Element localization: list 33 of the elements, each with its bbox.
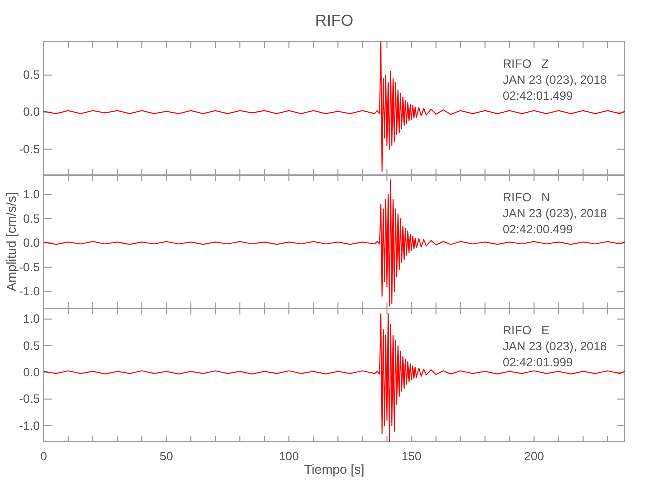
x-tick-label: 100: [279, 450, 300, 464]
y-tick-label: -0.5: [19, 392, 40, 406]
annotation: 02:42:01.999: [503, 356, 574, 370]
y-tick-label: 0.0: [23, 236, 40, 250]
annotation: 02:42:00.499: [503, 222, 574, 236]
annotation: JAN 23 (023), 2018: [503, 340, 608, 354]
y-tick-label: 1.0: [23, 312, 40, 326]
y-axis-title: Amplitud [cm/s/s]: [4, 192, 19, 292]
x-axis-title: Tiempo [s]: [304, 462, 365, 477]
line-series: [44, 314, 626, 442]
annotation: RIFO N: [503, 190, 550, 204]
annotation: RIFO E: [503, 324, 550, 338]
y-tick-label: -1.0: [19, 418, 40, 433]
annotation: RIFO Z: [503, 57, 549, 71]
y-tick-label: -0.5: [19, 142, 40, 156]
annotation: JAN 23 (023), 2018: [503, 206, 608, 220]
x-tick-label: 150: [402, 450, 422, 464]
line-series: [44, 42, 626, 172]
y-tick-label: 0.5: [23, 338, 40, 353]
chart-title: RIFO: [315, 13, 354, 30]
y-tick-label: 0.0: [23, 366, 40, 380]
y-tick-label: 0.5: [23, 212, 40, 226]
y-tick-label: 0.0: [23, 105, 40, 120]
x-tick-label: 50: [160, 450, 174, 464]
y-tick-label: 0.5: [23, 68, 40, 82]
y-tick-label: -1.0: [19, 284, 40, 299]
y-tick-label: -0.5: [19, 260, 40, 274]
x-tick-label: 200: [524, 450, 545, 464]
line-series: [44, 180, 626, 307]
annotation: 02:42:01.499: [503, 89, 574, 103]
x-tick-label: 0: [40, 450, 48, 464]
annotation: JAN 23 (023), 2018: [503, 73, 608, 87]
y-tick-label: 1.0: [23, 188, 40, 202]
